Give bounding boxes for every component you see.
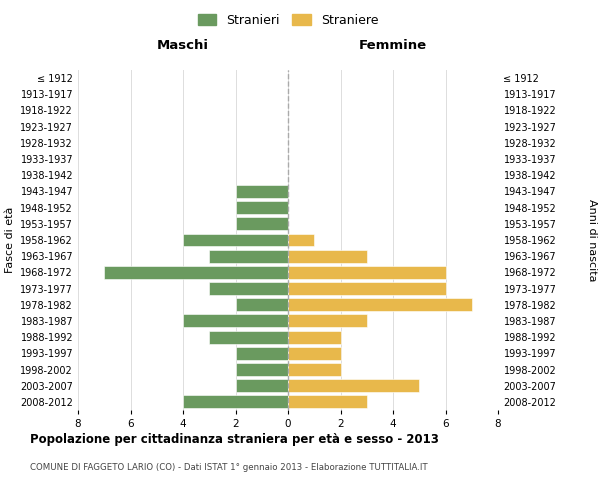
Bar	[235, 201, 288, 214]
Bar	[209, 250, 288, 262]
Bar	[209, 282, 288, 295]
Bar	[288, 314, 367, 328]
Bar	[288, 234, 314, 246]
Bar	[235, 218, 288, 230]
Bar	[209, 330, 288, 344]
Legend: Stranieri, Straniere: Stranieri, Straniere	[193, 8, 383, 32]
Bar	[288, 396, 367, 408]
Bar	[288, 298, 472, 311]
Bar	[183, 396, 288, 408]
Bar	[104, 266, 288, 279]
Text: Anni di nascita: Anni di nascita	[587, 198, 597, 281]
Text: COMUNE DI FAGGETO LARIO (CO) - Dati ISTAT 1° gennaio 2013 - Elaborazione TUTTITA: COMUNE DI FAGGETO LARIO (CO) - Dati ISTA…	[30, 462, 428, 471]
Bar	[288, 330, 341, 344]
Bar	[235, 379, 288, 392]
Bar	[288, 379, 419, 392]
Bar	[235, 363, 288, 376]
Bar	[288, 266, 445, 279]
Text: Maschi: Maschi	[157, 40, 209, 52]
Text: Popolazione per cittadinanza straniera per età e sesso - 2013: Popolazione per cittadinanza straniera p…	[30, 432, 439, 446]
Text: Femmine: Femmine	[359, 40, 427, 52]
Y-axis label: Fasce di età: Fasce di età	[5, 207, 15, 273]
Bar	[288, 282, 445, 295]
Bar	[235, 347, 288, 360]
Bar	[288, 250, 367, 262]
Bar	[235, 298, 288, 311]
Bar	[183, 314, 288, 328]
Bar	[288, 347, 341, 360]
Bar	[235, 185, 288, 198]
Bar	[183, 234, 288, 246]
Bar	[288, 363, 341, 376]
